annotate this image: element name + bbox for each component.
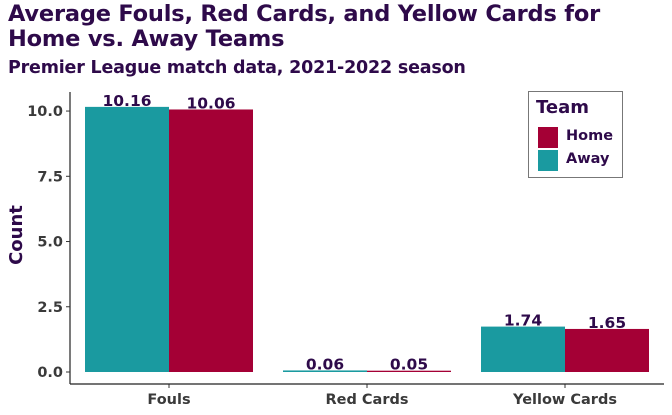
y-tick-label-4: 10.0	[27, 104, 63, 120]
chart-subtitle: Premier League match data, 2021-2022 sea…	[8, 58, 466, 78]
bar-fouls-away	[85, 106, 169, 373]
data-label-yellow-cards-away: 1.74	[504, 312, 542, 330]
y-axis-title: Count	[6, 205, 27, 265]
legend-swatch-away	[538, 150, 558, 171]
legend-swatch-home	[538, 127, 558, 148]
data-label-fouls-home: 10.06	[186, 94, 235, 112]
data-label-red-cards-away: 0.06	[306, 355, 344, 373]
bar-red-cards-away	[283, 370, 367, 372]
legend: Team Home Away	[528, 91, 623, 178]
bar-yellow-cards-away	[481, 326, 565, 372]
data-label-red-cards-home: 0.05	[390, 356, 428, 374]
bar-yellow-cards-home	[565, 328, 649, 372]
data-label-fouls-away: 10.16	[102, 92, 151, 110]
y-tick-label-3: 7.5	[37, 169, 63, 185]
legend-title: Team	[536, 97, 589, 118]
legend-label-away: Away	[566, 151, 610, 167]
bar-fouls-home	[169, 109, 253, 372]
data-label-yellow-cards-home: 1.65	[588, 314, 626, 332]
y-tick-label-2: 5.0	[37, 235, 63, 251]
x-tick-label-red-cards: Red Cards	[325, 392, 408, 408]
x-tick-label-yellow-cards: Yellow Cards	[512, 392, 617, 408]
y-tick-label-0: 0.0	[37, 365, 63, 381]
bar-red-cards-home	[367, 370, 451, 372]
chart-title: Average Fouls, Red Cards, and Yellow Car…	[8, 1, 601, 52]
x-tick-label-fouls: Fouls	[147, 392, 190, 408]
legend-label-home: Home	[566, 128, 614, 144]
y-tick-label-1: 2.5	[37, 300, 63, 316]
